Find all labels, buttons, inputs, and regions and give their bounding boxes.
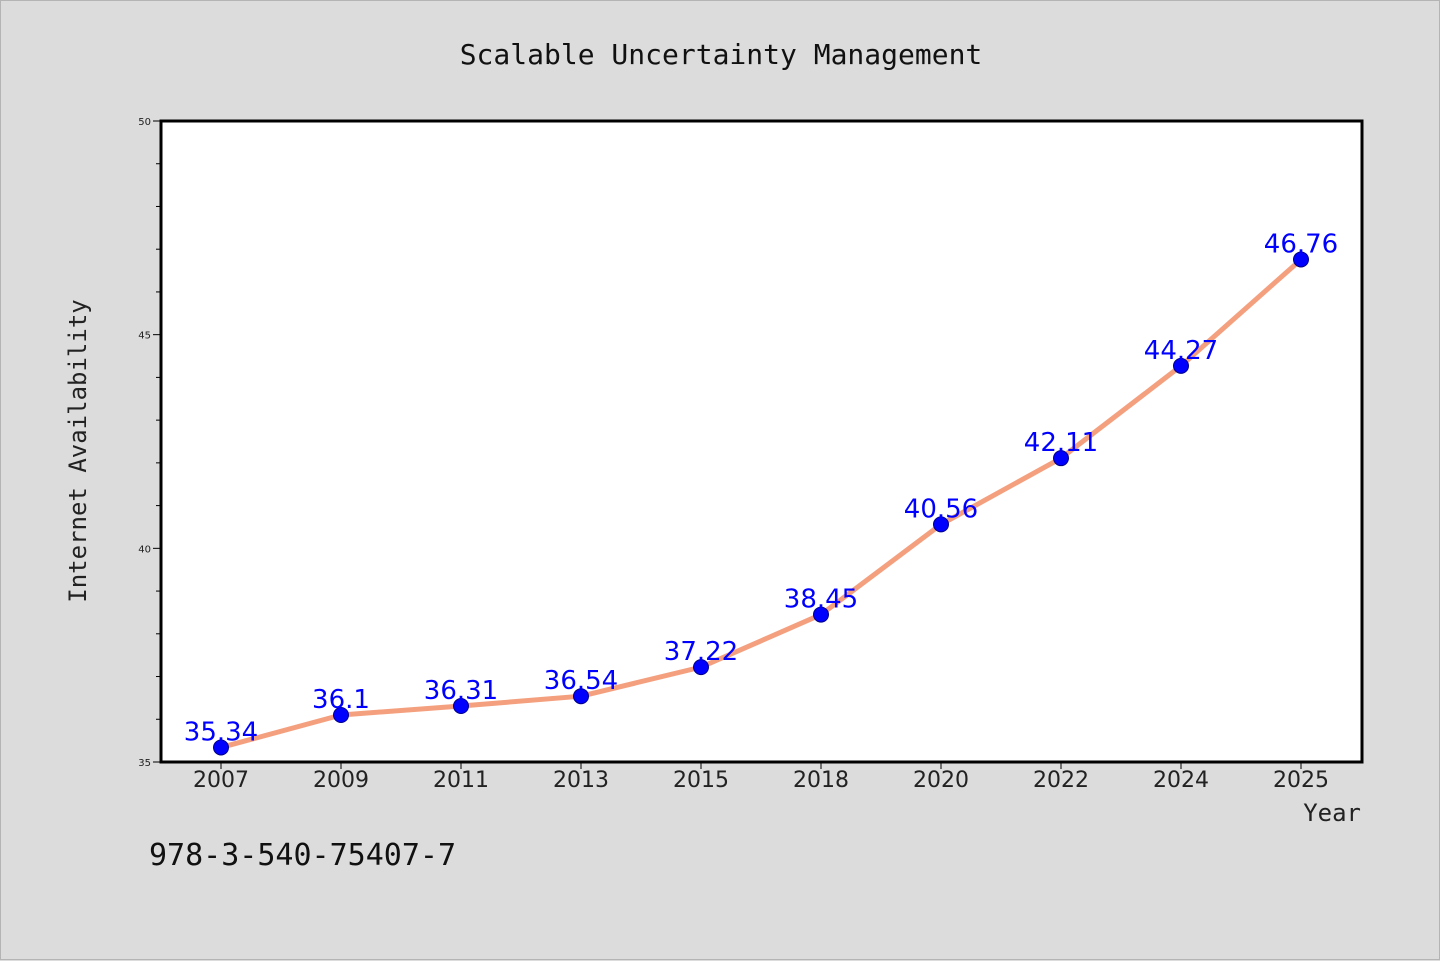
chart-title: Scalable Uncertainty Management [460, 38, 983, 71]
y-axis: 35 40 45 50 [138, 117, 161, 769]
x-axis-label: Year [1303, 799, 1361, 827]
data-label: 36.31 [424, 676, 498, 706]
data-point [213, 739, 229, 756]
x-tick-label: 2022 [1033, 768, 1089, 793]
data-point [573, 688, 589, 705]
x-tick-label: 2007 [193, 768, 249, 793]
x-tick-label: 2009 [313, 768, 369, 793]
plot-area [159, 119, 1364, 764]
x-tick-label: 2015 [673, 768, 729, 793]
data-point [1173, 357, 1189, 374]
x-tick-label: 2018 [793, 768, 849, 793]
data-label: 42.11 [1024, 428, 1098, 458]
isbn-annotation: 978-3-540-75407-7 [149, 838, 456, 873]
data-point [933, 516, 949, 533]
x-tick-label: 2024 [1153, 768, 1209, 793]
x-tick-label: 2025 [1273, 768, 1329, 793]
y-tick-label: 40 [138, 544, 151, 555]
data-label: 40.56 [904, 494, 978, 524]
data-point [1053, 450, 1069, 467]
series-line [218, 256, 1304, 750]
data-label: 46.76 [1264, 229, 1338, 259]
data-label: 36.1 [312, 685, 370, 715]
x-tick-label: 2020 [913, 768, 969, 793]
data-point [1293, 251, 1309, 268]
y-axis-label: Internet Availability [64, 299, 92, 602]
x-axis: 2007 2009 2011 2013 2015 2018 2020 2022 2024 2025 [193, 762, 1329, 793]
data-label: 38.45 [784, 585, 858, 615]
x-tick-label: 2011 [433, 768, 489, 793]
y-tick-label: 45 [138, 331, 151, 342]
data-point [453, 698, 469, 715]
data-point [813, 606, 829, 623]
data-point [693, 659, 709, 676]
data-label: 44.27 [1144, 336, 1218, 366]
x-tick-label: 2013 [553, 768, 609, 793]
y-tick-label: 50 [138, 117, 151, 128]
series-group: 35.34 36.1 36.31 36.54 37.22 38.45 40.56 42.11 4… [184, 229, 1338, 756]
y-tick-label: 35 [138, 758, 151, 769]
data-point [333, 706, 349, 723]
data-label: 35.34 [184, 717, 258, 747]
data-label: 37.22 [664, 637, 738, 667]
data-label: 36.54 [544, 666, 618, 696]
